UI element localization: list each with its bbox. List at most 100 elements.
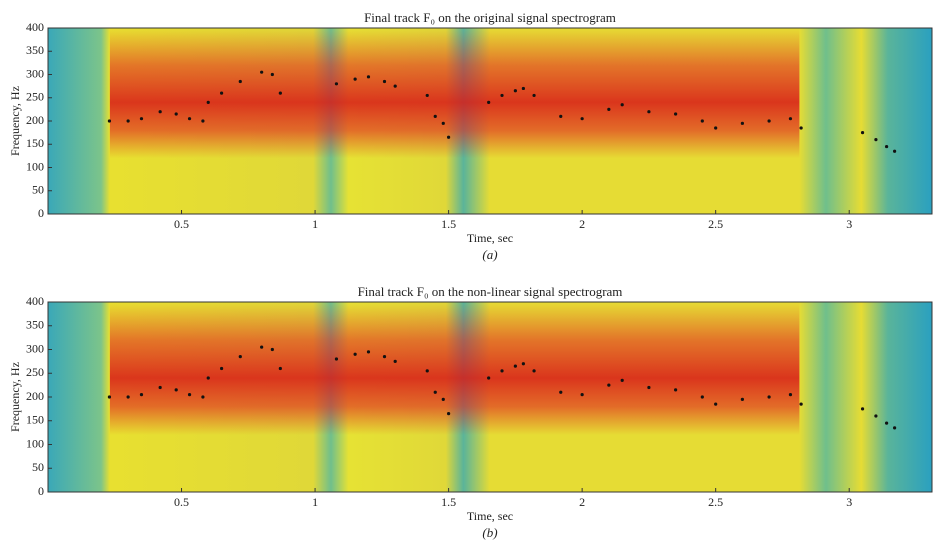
f0-point <box>521 86 525 91</box>
f0-point <box>107 119 112 123</box>
f0-point <box>487 100 491 104</box>
x-tick-label: 2.5 <box>708 495 723 509</box>
x-tick-label: 2.5 <box>708 217 723 231</box>
f0-point <box>260 70 264 74</box>
f0-point <box>219 91 224 95</box>
x-tick-label: 2 <box>579 217 585 231</box>
chart-title: Final track F₀ on the original signal sp… <box>364 10 616 25</box>
f0-point <box>532 93 536 98</box>
f0-point <box>647 110 651 114</box>
y-tick-label: 300 <box>26 341 44 355</box>
f0-point <box>139 117 144 121</box>
f0-point <box>238 79 242 84</box>
f0-point <box>580 117 584 121</box>
x-tick-label: 1.5 <box>441 217 456 231</box>
y-axis-label: Frequency, Hz <box>8 86 22 156</box>
f0-point <box>893 149 897 153</box>
f0-point <box>107 395 112 399</box>
f0-point <box>366 75 371 79</box>
f0-point <box>700 395 704 399</box>
y-tick-label: 100 <box>26 159 44 173</box>
x-tick-label: 0.5 <box>174 495 189 509</box>
y-tick-label: 50 <box>32 460 44 474</box>
f0-point <box>860 131 865 135</box>
f0-point <box>238 355 242 359</box>
x-tick-label: 3 <box>846 217 852 231</box>
f0-point <box>647 385 651 390</box>
f0-point <box>260 345 264 349</box>
f0-point <box>278 91 282 95</box>
f0-point <box>788 117 793 121</box>
f0-point <box>620 378 624 382</box>
f0-point <box>158 385 162 390</box>
f0-point <box>500 369 504 373</box>
y-tick-label: 0 <box>38 484 44 498</box>
y-tick-label: 350 <box>26 318 44 332</box>
f0-point <box>513 89 517 93</box>
f0-point <box>425 369 429 373</box>
f0-point <box>559 114 563 118</box>
f0-point <box>425 93 429 98</box>
f0-point <box>521 362 525 366</box>
f0-point <box>799 402 803 406</box>
y-tick-label: 200 <box>26 113 44 127</box>
x-tick-label: 1 <box>312 217 318 231</box>
f0-point <box>382 79 387 84</box>
f0-point <box>433 390 437 394</box>
f0-point <box>674 388 678 392</box>
f0-point <box>788 393 793 397</box>
y-tick-label: 350 <box>26 43 44 57</box>
f0-point <box>174 388 178 392</box>
f0-point <box>532 369 536 373</box>
f0-point <box>187 117 192 121</box>
spectrogram-band <box>109 302 800 492</box>
f0-point <box>620 103 624 107</box>
caption: (a) <box>482 247 497 262</box>
f0-point <box>799 126 803 130</box>
f0-point <box>201 395 205 399</box>
y-tick-label: 150 <box>26 136 44 150</box>
y-tick-label: 0 <box>38 206 44 220</box>
f0-point <box>126 119 130 123</box>
f0-point <box>278 366 282 371</box>
f0-point <box>714 402 718 406</box>
y-tick-label: 150 <box>26 413 44 427</box>
y-tick-label: 100 <box>26 436 44 450</box>
x-tick-label: 1.5 <box>441 495 456 509</box>
f0-point <box>559 390 563 394</box>
f0-point <box>206 100 210 104</box>
f0-point <box>767 119 771 123</box>
y-tick-label: 400 <box>26 20 44 34</box>
f0-point <box>700 119 704 123</box>
x-tick-label: 3 <box>846 495 852 509</box>
f0-point <box>714 126 718 130</box>
chart-title: Final track F₀ on the non-linear signal … <box>358 284 623 299</box>
f0-point <box>382 355 387 359</box>
f0-point <box>874 138 878 142</box>
f0-point <box>441 121 445 125</box>
f0-point <box>174 112 178 116</box>
f0-point <box>139 393 144 397</box>
x-axis-label: Time, sec <box>467 231 513 245</box>
f0-point <box>334 82 339 86</box>
f0-point <box>353 352 357 356</box>
f0-point <box>607 383 611 387</box>
f0-point <box>893 426 897 430</box>
y-tick-label: 250 <box>26 90 44 104</box>
x-tick-label: 1 <box>312 495 318 509</box>
y-tick-label: 50 <box>32 183 44 197</box>
f0-point <box>334 357 339 361</box>
spectrogram-band <box>109 28 800 214</box>
f0-point <box>740 397 744 401</box>
f0-point <box>447 135 451 139</box>
f0-point <box>433 114 437 118</box>
f0-point <box>270 347 274 352</box>
f0-point <box>513 364 517 368</box>
y-tick-label: 400 <box>26 294 44 308</box>
f0-point <box>874 414 878 418</box>
f0-point <box>607 107 611 111</box>
f0-point <box>201 119 205 123</box>
f0-point <box>580 393 584 397</box>
y-tick-label: 300 <box>26 66 44 80</box>
